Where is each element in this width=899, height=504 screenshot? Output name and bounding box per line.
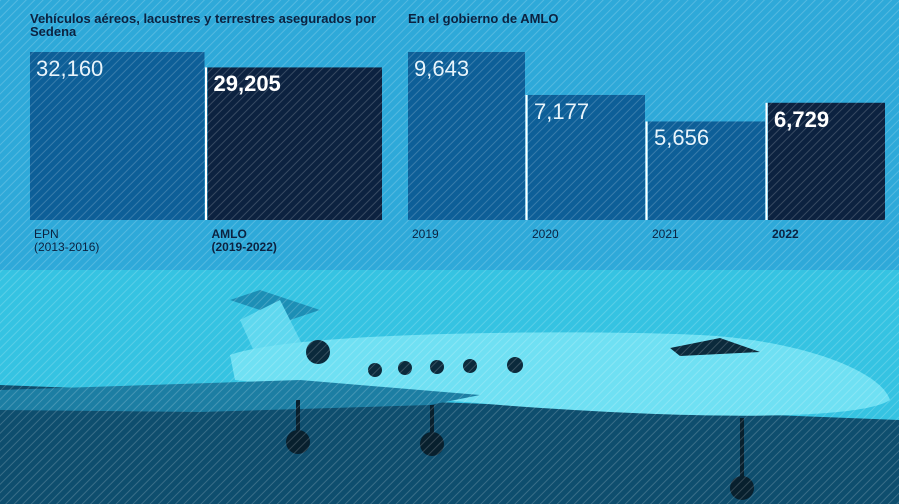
value-label: 6,729: [774, 106, 830, 132]
value-label: 5,656: [654, 125, 710, 151]
chart-title: En el gobierno de AMLO: [408, 11, 559, 26]
chart-title: Vehículos aéreos, lacustres y terrestres…: [30, 11, 377, 39]
bar-hatch: [648, 121, 765, 220]
bars: [30, 52, 885, 220]
value-label: 7,177: [534, 98, 590, 124]
value-label: 29,205: [213, 71, 281, 97]
bar-hatch: [30, 52, 205, 220]
category-label: EPN (2013-2016): [34, 227, 100, 254]
bar-hatch: [408, 52, 525, 220]
category-label: 2020: [532, 227, 559, 241]
category-label: 2022: [772, 227, 799, 241]
category-label: 2021: [652, 227, 679, 241]
category-label: 2019: [412, 227, 439, 241]
category-label: AMLO (2019-2022): [211, 227, 277, 254]
value-label: 32,160: [36, 56, 104, 81]
bar-hatch: [207, 67, 382, 220]
value-label: 9,643: [414, 56, 470, 81]
bar-hatch: [528, 94, 645, 220]
bar-hatch: [768, 102, 885, 220]
